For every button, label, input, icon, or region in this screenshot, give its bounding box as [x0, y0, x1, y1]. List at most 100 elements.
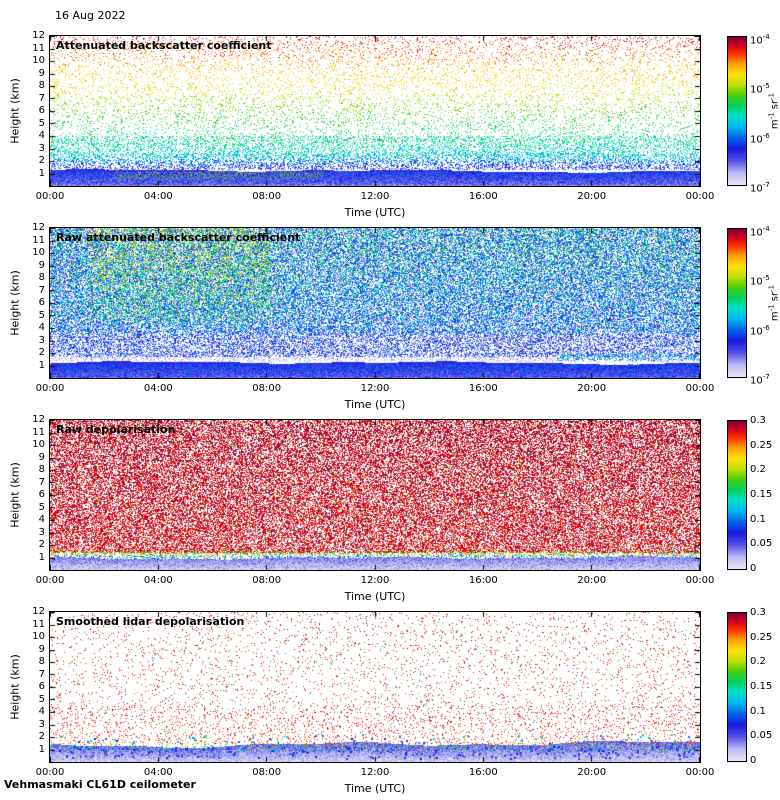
y-tick-label: 8 [38, 464, 45, 475]
y-tick-label: 2 [38, 347, 45, 358]
y-tick-label: 6 [38, 105, 45, 116]
x-tick-label: 12:00 [360, 383, 390, 394]
heatmap-canvas [50, 228, 700, 378]
y-tick-label: 5 [38, 117, 45, 129]
y-tick-label: 10 [32, 55, 45, 66]
y-tick-label: 6 [38, 297, 45, 308]
y-tick-label: 8 [38, 272, 45, 283]
y-tick-label: 5 [38, 693, 45, 705]
y-tick-label: 9 [38, 451, 45, 463]
y-tick-label: 1 [38, 359, 45, 371]
x-tick-label: 04:00 [143, 383, 173, 394]
plot-area: Raw attenuated backscatter coefficient [49, 227, 701, 379]
colorbar [727, 612, 747, 762]
x-tick-label: 12:00 [360, 767, 390, 778]
colorbar [727, 420, 747, 570]
y-tick-label: 8 [38, 80, 45, 91]
colorbar-tick-label: 10-7 [750, 373, 770, 387]
colorbar-tick-label: 0.05 [750, 730, 773, 742]
x-tick-label: 16:00 [468, 191, 498, 202]
colorbar-tick-label: 0 [750, 563, 757, 574]
x-tick-label: 00:00 [685, 191, 715, 202]
colorbar-tick-label: 0.25 [750, 631, 773, 643]
x-tick-label: 20:00 [577, 767, 607, 778]
heatmap-canvas [50, 612, 700, 762]
y-tick-label: 9 [38, 643, 45, 655]
y-axis-label: Height (km) [8, 462, 22, 528]
colorbar-tick-label: 0.05 [750, 538, 773, 550]
x-tick-label: 00:00 [685, 575, 715, 586]
x-tick-label: 08:00 [252, 383, 282, 394]
x-axis-label: Time (UTC) [344, 590, 406, 603]
y-tick-label: 7 [38, 668, 45, 680]
heatmap-canvas [50, 36, 700, 186]
plot-title: Attenuated backscatter coefficient [56, 39, 272, 52]
y-tick-label: 9 [38, 259, 45, 271]
x-tick-label: 00:00 [685, 767, 715, 778]
y-tick-label: 4 [38, 130, 45, 141]
x-tick-label: 00:00 [35, 767, 65, 778]
y-tick-label: 2 [38, 731, 45, 742]
y-tick-label: 10 [32, 247, 45, 258]
colorbar-gradient [728, 613, 746, 761]
colorbar-tick-label: 0.1 [750, 513, 766, 525]
colorbar-tick-label: 0.2 [750, 656, 766, 668]
y-tick-label: 1 [38, 743, 45, 755]
colorbar-gradient [728, 229, 746, 377]
y-tick-label: 11 [32, 234, 45, 246]
x-tick-label: 00:00 [35, 191, 65, 202]
y-tick-label: 7 [38, 476, 45, 488]
y-tick-label: 4 [38, 322, 45, 333]
x-tick-label: 08:00 [252, 767, 282, 778]
x-tick-label: 20:00 [577, 575, 607, 586]
y-axis-label: Height (km) [8, 78, 22, 144]
plot-title: Raw attenuated backscatter coefficient [56, 231, 301, 244]
colorbar-tick-label: 10-6 [750, 131, 770, 145]
colorbar-tick-label: 0 [750, 755, 757, 766]
y-tick-label: 3 [38, 526, 45, 538]
y-axis-label: Height (km) [8, 654, 22, 720]
plot-title: Raw depolarisation [56, 423, 176, 436]
colorbar-tick-label: 0.1 [750, 705, 766, 717]
y-tick-label: 8 [38, 656, 45, 667]
panel-raw-attenuated-backscatter: Height (km) 1 2 3 4 5 6 7 8 9 10 11 12 Raw attenuat… [0, 222, 780, 419]
y-tick-label: 2 [38, 155, 45, 166]
plot-title: Smoothed lidar depolarisation [56, 615, 245, 628]
date-label: 16 Aug 2022 [55, 9, 126, 22]
x-tick-label: 08:00 [252, 575, 282, 586]
x-tick-label: 12:00 [360, 575, 390, 586]
x-tick-label: 20:00 [577, 191, 607, 202]
y-tick-label: 2 [38, 539, 45, 550]
colorbar-tick-label: 10-4 [750, 33, 770, 47]
plot-area: Smoothed lidar depolarisation [49, 611, 701, 763]
y-tick-label: 1 [38, 167, 45, 179]
y-tick-label: 5 [38, 309, 45, 321]
x-tick-label: 16:00 [468, 575, 498, 586]
panel-smoothed-depolarisation: Height (km) 1 2 3 4 5 6 7 8 9 10 11 12 Smoothed lid… [0, 606, 780, 800]
colorbar-tick-label: 10-7 [750, 181, 770, 195]
colorbar-tick-label: 0.15 [750, 681, 773, 692]
plot-area: Raw depolarisation [49, 419, 701, 571]
colorbar [727, 36, 747, 186]
x-axis-label: Time (UTC) [344, 398, 406, 411]
colorbar-tick-label: 10-6 [750, 323, 770, 337]
panel-attenuated-backscatter: Height (km) 1 2 3 4 5 6 7 8 9 10 11 12 Attenuated b… [0, 30, 780, 227]
x-tick-label: 20:00 [577, 383, 607, 394]
panel-raw-depolarisation: Height (km) 1 2 3 4 5 6 7 8 9 10 11 12 Raw depolari… [0, 414, 780, 611]
colorbar-tick-label: 0.2 [750, 464, 766, 476]
y-tick-label: 11 [32, 42, 45, 54]
x-tick-label: 04:00 [143, 767, 173, 778]
x-axis-label: Time (UTC) [344, 782, 406, 795]
x-tick-label: 12:00 [360, 191, 390, 202]
colorbar-gradient [728, 421, 746, 569]
x-tick-label: 00:00 [35, 383, 65, 394]
x-axis-label: Time (UTC) [344, 206, 406, 219]
colorbar-tick-label: 0.15 [750, 489, 773, 500]
x-tick-label: 04:00 [143, 575, 173, 586]
y-tick-label: 10 [32, 439, 45, 450]
x-tick-label: 16:00 [468, 383, 498, 394]
y-tick-label: 12 [32, 30, 45, 41]
y-tick-label: 10 [32, 631, 45, 642]
colorbar-unit-label: m-1 sr-1 [767, 92, 780, 130]
y-axis-label: Height (km) [8, 270, 22, 336]
